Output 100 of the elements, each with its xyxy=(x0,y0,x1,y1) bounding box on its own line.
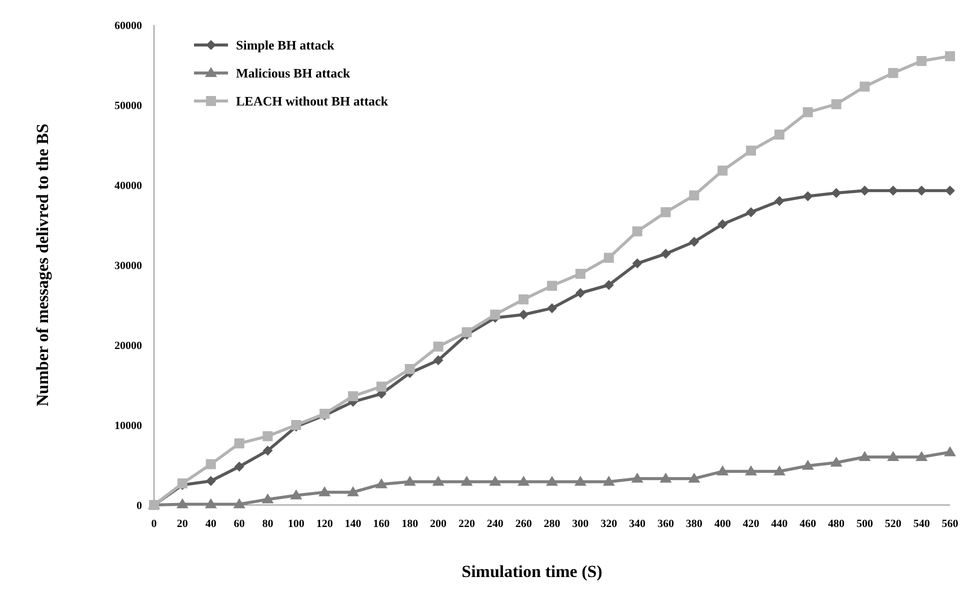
x-axis-title: Simulation time (S) xyxy=(462,562,602,581)
point xyxy=(376,382,386,392)
point xyxy=(433,355,444,366)
point xyxy=(489,476,502,486)
x-tick-label: 220 xyxy=(458,518,476,530)
y-tick-label: 40000 xyxy=(114,180,142,192)
y-tick-label: 30000 xyxy=(114,260,142,272)
point xyxy=(546,476,558,486)
x-tick-label: 200 xyxy=(430,518,448,530)
point xyxy=(204,498,217,508)
y-tick-label: 10000 xyxy=(114,420,142,432)
point xyxy=(802,460,814,470)
point xyxy=(632,258,642,268)
x-tick-label: 160 xyxy=(373,518,390,530)
x-tick-label: 400 xyxy=(714,518,732,530)
point xyxy=(689,190,700,200)
point xyxy=(746,146,756,156)
point xyxy=(602,476,615,486)
point xyxy=(916,56,927,66)
point xyxy=(604,252,614,263)
point xyxy=(518,310,529,320)
point xyxy=(745,465,757,476)
x-tick-label: 20 xyxy=(176,518,188,530)
point xyxy=(716,465,729,476)
point xyxy=(518,476,530,486)
point xyxy=(888,68,898,78)
x-tick-label: 460 xyxy=(800,518,817,530)
point xyxy=(404,364,415,374)
point xyxy=(262,431,273,442)
point xyxy=(404,476,416,486)
point xyxy=(206,459,216,470)
x-tick-label: 540 xyxy=(913,518,930,530)
x-tick-label: 280 xyxy=(544,518,561,530)
point xyxy=(831,99,842,110)
point xyxy=(887,451,900,461)
point xyxy=(774,196,784,206)
point xyxy=(347,486,359,496)
x-tick-label: 340 xyxy=(629,518,646,530)
point xyxy=(234,438,244,448)
point xyxy=(262,493,274,504)
legend-label: Malicious BH attack xyxy=(236,66,351,81)
point xyxy=(547,280,557,291)
point xyxy=(176,498,188,508)
x-tick-label: 60 xyxy=(234,518,246,530)
point xyxy=(460,476,473,486)
point xyxy=(575,268,586,279)
point xyxy=(432,476,444,486)
point xyxy=(490,310,500,320)
point xyxy=(944,446,956,456)
point xyxy=(206,476,216,486)
x-tick-label: 0 xyxy=(151,518,158,530)
x-tick-label: 360 xyxy=(657,518,674,530)
x-tick-label: 480 xyxy=(828,518,846,530)
x-tick-label: 500 xyxy=(856,518,874,530)
legend-label: LEACH without BH attack xyxy=(236,94,389,109)
point xyxy=(348,391,358,402)
point xyxy=(802,107,813,118)
point xyxy=(802,191,813,202)
x-tick-label: 440 xyxy=(771,518,788,530)
x-tick-label: 100 xyxy=(288,518,305,530)
point xyxy=(860,186,870,196)
x-tick-label: 300 xyxy=(572,518,590,530)
x-tick-label: 120 xyxy=(316,518,334,530)
point xyxy=(916,186,927,196)
x-tick-label: 140 xyxy=(344,518,362,530)
point xyxy=(774,130,784,140)
point xyxy=(945,51,955,62)
legend-label: Simple BH attack xyxy=(236,38,335,53)
point xyxy=(773,465,786,476)
y-tick-label: 60000 xyxy=(114,20,142,32)
x-tick-label: 40 xyxy=(205,518,217,530)
point xyxy=(831,188,842,198)
x-tick-label: 560 xyxy=(942,518,959,530)
point xyxy=(660,248,671,259)
point xyxy=(604,280,614,290)
x-tick-label: 520 xyxy=(884,518,902,530)
point xyxy=(574,476,586,486)
point xyxy=(575,288,586,298)
point xyxy=(631,472,644,483)
point xyxy=(462,327,472,338)
point xyxy=(916,451,928,461)
point xyxy=(660,207,671,218)
point xyxy=(860,82,870,92)
point xyxy=(433,342,444,352)
point xyxy=(233,498,246,508)
point xyxy=(830,456,842,467)
point xyxy=(547,303,557,314)
x-tick-label: 320 xyxy=(600,518,618,530)
x-tick-label: 180 xyxy=(402,518,419,530)
x-tick-label: 420 xyxy=(742,518,760,530)
x-tick-label: 260 xyxy=(515,518,532,530)
point xyxy=(290,489,302,500)
point xyxy=(718,166,728,176)
point xyxy=(746,207,756,218)
point xyxy=(234,462,244,472)
point xyxy=(718,219,728,230)
point xyxy=(688,472,700,483)
point xyxy=(518,294,529,304)
point xyxy=(689,236,700,247)
y-tick-label: 50000 xyxy=(114,100,142,112)
